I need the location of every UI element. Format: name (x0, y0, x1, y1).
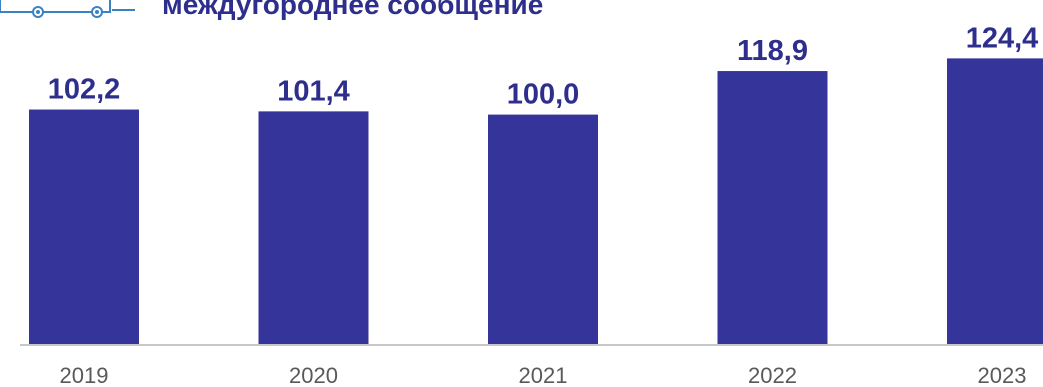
x-tick-label-2023: 2023 (978, 363, 1027, 387)
value-label-2019: 102,2 (48, 74, 121, 106)
value-label-2021: 100,0 (507, 79, 580, 111)
bar-2020 (258, 111, 369, 346)
x-tick-label-2019: 2019 (60, 363, 109, 387)
value-labels-group: 102,2 101,4 100,0 118,9 124,4 (48, 22, 1039, 110)
value-label-2023: 124,4 (966, 22, 1039, 54)
bar-2019 (29, 109, 139, 346)
x-tick-label-2020: 2020 (289, 363, 338, 387)
chart-title: междугороднее сообщение (162, 0, 544, 20)
bar-2022 (717, 71, 828, 346)
x-tick-label-2021: 2021 (519, 363, 568, 387)
bars-group (29, 58, 1043, 346)
x-tick-label-2022: 2022 (748, 363, 797, 387)
x-tick-labels-group: 2019 2020 2021 2022 2023 (60, 363, 1027, 387)
bar-2021 (488, 114, 598, 345)
value-label-2022: 118,9 (737, 35, 808, 67)
value-label-2020: 101,4 (277, 75, 350, 107)
bar-2023 (947, 58, 1043, 346)
bus-icon (0, 0, 135, 18)
